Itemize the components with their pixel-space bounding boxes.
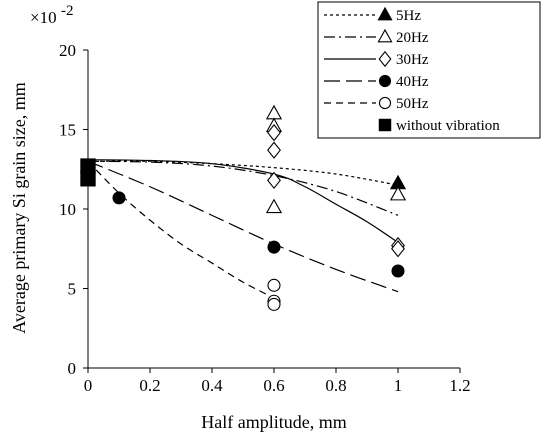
legend-marker <box>378 96 392 110</box>
x-axis-title: Half amplitude, mm <box>201 412 346 432</box>
data-point-20hz <box>389 185 407 201</box>
x-tick-label: 0.8 <box>325 376 346 395</box>
data-point-30hz <box>267 141 281 159</box>
legend-marker <box>378 50 392 68</box>
legend-label: 20Hz <box>396 30 429 46</box>
data-point-30hz <box>391 240 405 258</box>
fit-curve-40hz <box>88 160 399 293</box>
legend-label: 30Hz <box>396 52 429 68</box>
y-axis-title: Average primary Si grain size, mm <box>9 82 29 334</box>
y-tick-label: 5 <box>68 280 77 299</box>
fit-curves <box>88 159 399 299</box>
y-tick-label: 15 <box>59 121 76 140</box>
fit-curve-5hz <box>88 160 399 186</box>
x-tick-label: 0 <box>84 376 93 395</box>
data-point-without-vibration <box>80 171 96 187</box>
legend-marker <box>378 118 392 132</box>
fit-curve-50hz <box>88 160 275 299</box>
data-point-without-vibration <box>80 158 96 174</box>
y-multiplier-exponent: -2 <box>61 3 74 19</box>
data-point-40hz <box>391 264 405 278</box>
legend-box <box>317 1 541 139</box>
legend-label: 5Hz <box>396 8 421 24</box>
data-point-40hz <box>112 191 126 205</box>
x-tick-label: 1 <box>394 376 403 395</box>
legend: 5Hz 20Hz 30Hz 40Hz 50Hz without vibration <box>317 1 541 139</box>
y-tick-label: 20 <box>59 41 76 60</box>
data-point-50hz <box>267 297 281 311</box>
legend-marker <box>377 28 393 43</box>
fit-curve-20hz <box>88 160 399 216</box>
legend-label: 40Hz <box>396 74 429 90</box>
data-markers <box>80 104 407 311</box>
fit-curve-30hz <box>88 159 399 243</box>
x-tick-label: 0.2 <box>139 376 160 395</box>
x-tick-label: 0.6 <box>263 376 284 395</box>
data-point-40hz <box>267 240 281 254</box>
data-point-30hz <box>267 123 281 142</box>
legend-marker <box>378 74 392 88</box>
y-multiplier-base: ×10 <box>30 8 57 27</box>
x-tick-label: 1.2 <box>449 376 470 395</box>
legend-label: 50Hz <box>396 96 429 112</box>
data-point-20hz <box>265 104 283 120</box>
x-tick-label: 0.4 <box>201 376 223 395</box>
legend-marker <box>377 6 393 21</box>
y-multiplier: ×10 -2 <box>30 3 74 27</box>
legend-label: without vibration <box>396 118 500 134</box>
data-point-20hz <box>265 198 283 214</box>
data-point-50hz <box>267 278 281 292</box>
y-tick-label: 10 <box>59 200 76 219</box>
ticks: 0 0.2 0.4 0.6 0.8 1 1.2 0 5 10 15 20 <box>59 41 471 395</box>
data-point-30hz <box>267 171 281 190</box>
y-tick-label: 0 <box>68 359 77 378</box>
